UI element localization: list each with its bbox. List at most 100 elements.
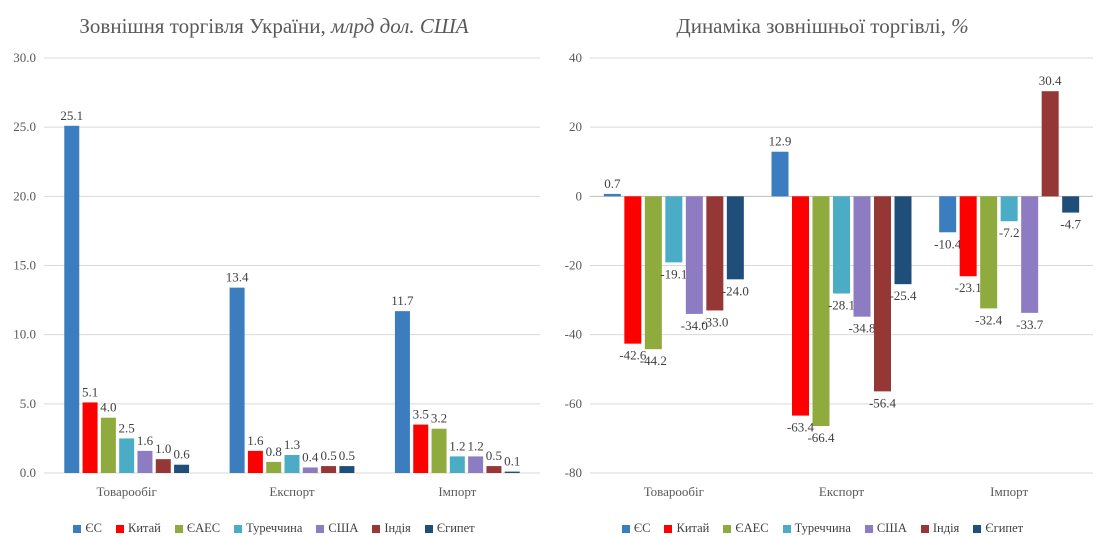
data-label: -33.7 bbox=[1016, 317, 1044, 332]
bar bbox=[321, 466, 337, 473]
y-tick-label: 15.0 bbox=[13, 258, 36, 273]
data-label: -44.2 bbox=[640, 353, 667, 368]
bar bbox=[1041, 91, 1059, 197]
x-category-label: Імпорт bbox=[990, 484, 1028, 499]
data-label: -19.1 bbox=[660, 266, 687, 281]
bar bbox=[174, 464, 190, 473]
bar bbox=[812, 196, 830, 426]
data-label: -28.1 bbox=[828, 298, 855, 313]
data-label: -33.0 bbox=[701, 314, 728, 329]
legend-swatch bbox=[115, 524, 124, 533]
legend-label: Туреччина bbox=[794, 521, 851, 535]
legend-swatch bbox=[234, 524, 243, 533]
bar bbox=[959, 196, 977, 277]
data-label: 0.5 bbox=[320, 448, 336, 463]
legend-label: США bbox=[328, 521, 359, 535]
bar bbox=[504, 471, 520, 473]
chart-title: Динаміка зовнішньої торгівлі, % bbox=[548, 14, 1097, 39]
y-tick-label: 5.0 bbox=[20, 396, 36, 411]
legend-label: ЄС bbox=[85, 521, 102, 535]
legend-swatch bbox=[621, 524, 630, 533]
y-tick-label: 40 bbox=[569, 50, 582, 65]
bar bbox=[1062, 196, 1080, 213]
legend-item: Єгипет bbox=[424, 521, 475, 536]
legend-swatch bbox=[973, 524, 982, 533]
bar bbox=[624, 196, 642, 344]
data-label: 11.7 bbox=[391, 293, 414, 308]
data-label: 1.6 bbox=[247, 433, 264, 448]
legend-label: Індія bbox=[932, 521, 960, 535]
data-label: 0.6 bbox=[173, 447, 190, 462]
legend-item: США bbox=[316, 521, 358, 536]
data-label: 0.5 bbox=[339, 448, 355, 463]
legend-item: Єгипет bbox=[973, 521, 1023, 536]
chart-legend: ЄС Китай ЄАЕС Туреччина США Індія Єгипет bbox=[548, 521, 1097, 536]
bar bbox=[119, 438, 135, 473]
chart-legend: ЄС Китай ЄАЕС Туреччина США Індія Єгипет bbox=[0, 521, 548, 536]
bar bbox=[603, 193, 621, 197]
data-label: 1.2 bbox=[449, 438, 465, 453]
data-label: 4.0 bbox=[100, 400, 116, 415]
legend-swatch bbox=[920, 524, 929, 533]
legend-label: Єгипет bbox=[985, 521, 1024, 535]
data-label: 3.5 bbox=[413, 407, 429, 422]
legend-item: США bbox=[864, 521, 907, 536]
bar bbox=[229, 287, 245, 473]
chart-title-text: Динаміка зовнішньої торгівлі, bbox=[676, 14, 946, 38]
x-category-label: Експорт bbox=[819, 484, 864, 499]
legend-swatch bbox=[174, 524, 183, 533]
data-label: 0.1 bbox=[504, 454, 520, 469]
bar bbox=[874, 196, 891, 392]
y-tick-label: 30.0 bbox=[13, 50, 36, 65]
legend-swatch bbox=[424, 524, 433, 533]
x-category-label: Експорт bbox=[269, 484, 314, 499]
data-label: 1.6 bbox=[137, 433, 154, 448]
legend-label: Китай bbox=[127, 521, 161, 535]
bar bbox=[100, 417, 116, 473]
bar bbox=[685, 196, 703, 314]
data-label: -24.0 bbox=[722, 283, 749, 298]
y-tick-label: 0.0 bbox=[20, 465, 36, 480]
data-label: 12.9 bbox=[769, 134, 792, 149]
legend-item: ЄАЕС bbox=[174, 521, 220, 536]
y-tick-label: -60 bbox=[565, 396, 582, 411]
bar bbox=[853, 196, 871, 317]
bar bbox=[665, 196, 683, 263]
legend-item: Туреччина bbox=[782, 521, 851, 536]
bar bbox=[486, 466, 502, 473]
bar bbox=[792, 196, 809, 416]
bar bbox=[137, 450, 153, 473]
y-tick-label: -80 bbox=[565, 465, 582, 480]
data-label: -34.8 bbox=[848, 321, 875, 336]
x-category-label: Товарообіг bbox=[97, 484, 157, 499]
data-label: 0.5 bbox=[486, 448, 502, 463]
legend-item: Китай bbox=[664, 521, 709, 536]
data-label: 3.2 bbox=[431, 411, 447, 426]
bar bbox=[833, 196, 850, 294]
legend-item: Китай bbox=[115, 521, 161, 536]
chart-title: Зовнішня торгівля України, млрд дол. США bbox=[0, 14, 548, 39]
data-label: 0.4 bbox=[302, 449, 319, 464]
legend-label: ЄАЕС bbox=[735, 521, 769, 535]
legend-item: ЄАЕС bbox=[723, 521, 769, 536]
bar bbox=[284, 455, 300, 473]
y-tick-label: 0 bbox=[576, 188, 583, 203]
data-label: 13.4 bbox=[226, 270, 249, 285]
bar bbox=[431, 428, 447, 473]
data-label: 30.4 bbox=[1039, 73, 1062, 88]
bar bbox=[155, 459, 171, 473]
data-label: 2.5 bbox=[119, 420, 135, 435]
legend-label: Індія bbox=[384, 521, 411, 535]
legend-item: Індія bbox=[372, 521, 411, 536]
data-label: -63.4 bbox=[787, 420, 815, 435]
data-label: -23.1 bbox=[955, 280, 982, 295]
legend-swatch bbox=[73, 524, 82, 533]
data-label: 5.1 bbox=[82, 384, 98, 399]
bar bbox=[771, 151, 789, 197]
x-category-label: Товарообіг bbox=[644, 484, 704, 499]
x-category-label: Імпорт bbox=[438, 484, 476, 499]
bar bbox=[1000, 196, 1018, 222]
data-label: -25.4 bbox=[889, 288, 917, 303]
y-tick-label: -20 bbox=[565, 258, 582, 273]
bar bbox=[449, 456, 465, 473]
